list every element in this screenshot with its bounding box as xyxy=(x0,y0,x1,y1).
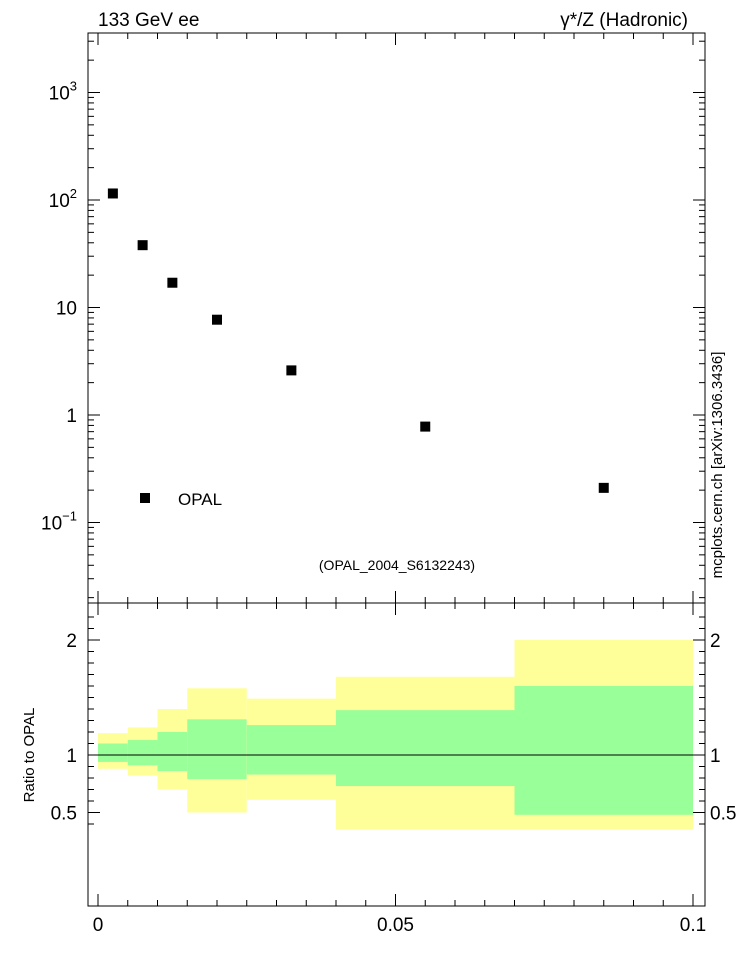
inner-band-bin-1 xyxy=(127,740,158,766)
main-y-tick-exponent: 3 xyxy=(70,79,77,94)
x-tick-label: 0.05 xyxy=(377,915,414,936)
inner-band-bin-0 xyxy=(98,743,128,762)
main-y-tick-label: 103 xyxy=(49,79,77,105)
inner-band-bin-4 xyxy=(246,725,336,775)
data-point xyxy=(598,482,609,493)
side-credit-label: mcplots.cern.ch [arXiv:1306.3436] xyxy=(709,352,726,579)
ratio-axis-ticks xyxy=(88,603,705,906)
main-y-tick-label: 10−1 xyxy=(41,509,77,535)
energy-label: 133 GeV ee xyxy=(98,10,199,31)
data-point xyxy=(212,314,222,325)
main-y-tick-exponent: −1 xyxy=(62,509,77,524)
legend: OPAL xyxy=(140,490,222,509)
main-y-tick-label: 1 xyxy=(66,406,77,427)
data-point xyxy=(137,240,148,251)
data-point xyxy=(286,365,297,376)
ratio-y-tick-label-right: 0.5 xyxy=(710,804,736,825)
ratio-y-tick-label-right: 1 xyxy=(710,746,721,767)
legend-marker xyxy=(140,493,150,503)
x-tick-label: 0.1 xyxy=(680,915,706,936)
main-y-tick-label: 102 xyxy=(49,186,77,212)
ratio-y-tick-label-right: 2 xyxy=(710,631,721,652)
data-point xyxy=(167,277,178,288)
data-point xyxy=(420,421,431,432)
inner-band-bin-3 xyxy=(187,719,247,780)
data-points xyxy=(107,188,609,493)
ratio-y-axis-label: Ratio to OPAL xyxy=(21,708,38,803)
analysis-id-label: (OPAL_2004_S6132243) xyxy=(319,557,475,573)
main-plot-frame xyxy=(87,32,706,604)
x-tick-labels: 0 0.05 0.1 xyxy=(93,915,707,936)
inner-band-bin-5 xyxy=(336,710,515,787)
x-tick-label: 0 xyxy=(93,915,104,936)
inner-band-bin-6 xyxy=(514,686,693,815)
main-y-tick-exponent: 2 xyxy=(70,186,77,201)
main-y-tick-label: 10 xyxy=(56,299,77,320)
ratio-y-tick-label: 2 xyxy=(66,631,77,652)
uncertainty-bands xyxy=(98,640,693,830)
ratio-y-tick-label: 1 xyxy=(66,746,77,767)
main-axis-ticks xyxy=(88,33,705,603)
inner-band-bin-2 xyxy=(157,732,188,772)
ratio-y-tick-label: 0.5 xyxy=(51,804,77,825)
ratio-plot-panel: 2 2 1 1 0.5 0.5 0 0.05 0.1 Ratio to OPAL xyxy=(21,602,737,936)
ratio-plot-frame xyxy=(87,602,706,907)
process-label: γ*/Z (Hadronic) xyxy=(560,10,688,31)
legend-label: OPAL xyxy=(178,490,222,509)
data-point xyxy=(107,188,118,199)
ratio-y-tick-labels: 2 2 1 1 0.5 0.5 xyxy=(51,631,737,825)
